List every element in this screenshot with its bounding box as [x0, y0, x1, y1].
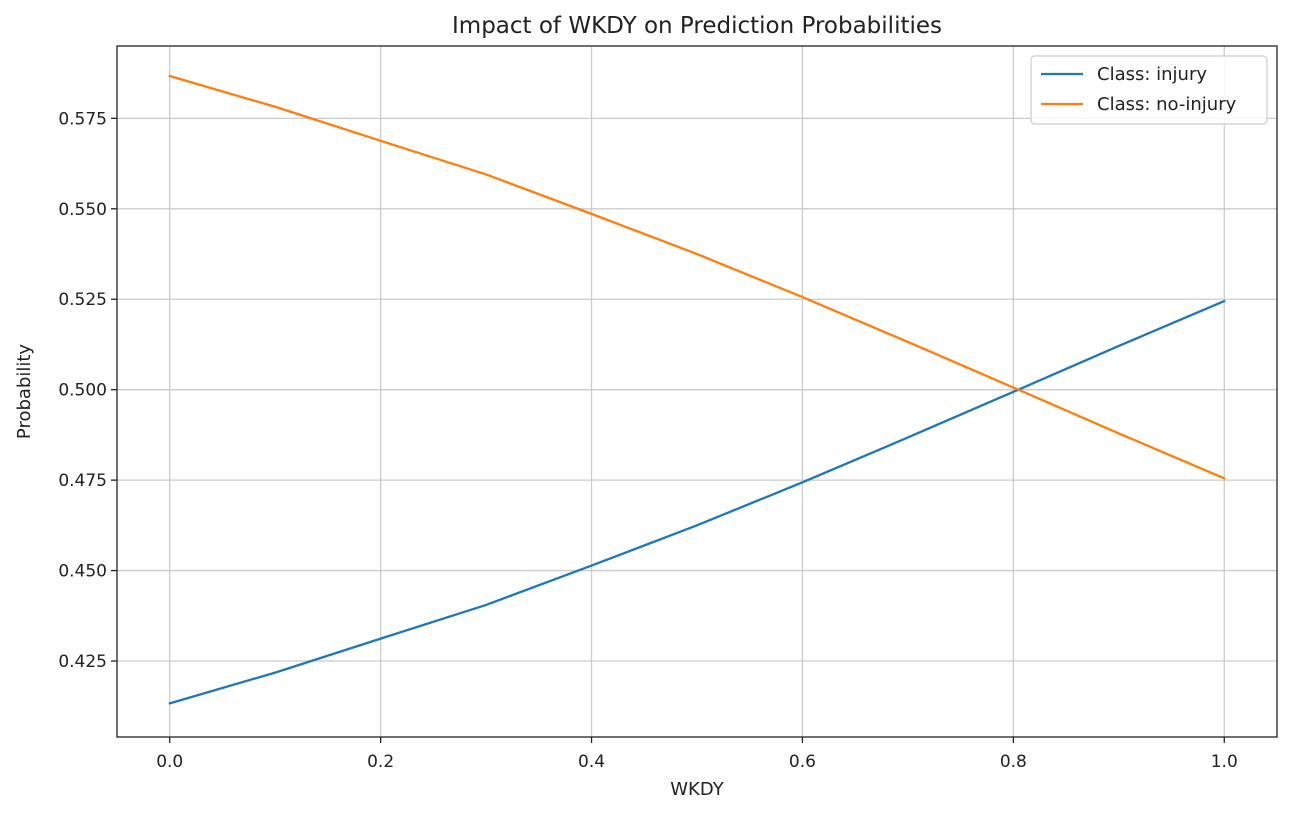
legend-box: [1030, 55, 1268, 125]
x-tick-label: 0.6: [789, 752, 816, 772]
y-tick-label: 0.425: [58, 652, 107, 672]
y-tick-label: 0.525: [58, 290, 107, 310]
x-tick-label: 0.4: [578, 752, 605, 772]
legend-label: Class: injury: [1097, 64, 1207, 85]
y-tick-label: 0.575: [58, 109, 107, 129]
y-tick-label: 0.450: [58, 562, 107, 582]
y-axis-title: Probability: [14, 344, 35, 439]
grid-layer: [117, 46, 1277, 737]
series-line-injury: [168, 299, 1226, 705]
plot-frame: [116, 45, 1278, 738]
series-line-no-injury: [168, 74, 1226, 480]
series-layer: [168, 74, 1226, 705]
y-tick-label: 0.500: [58, 381, 107, 401]
x-tick-label: 1.0: [1211, 752, 1238, 772]
x-axis-ticks: 0.0 0.2 0.4 0.6 0.8 1.0: [156, 737, 1238, 772]
x-axis-title: WKDY: [670, 779, 724, 800]
y-tick-label: 0.550: [58, 200, 107, 220]
x-tick-label: 0.2: [367, 752, 394, 772]
legend: Class: injury Class: no-injury: [1030, 55, 1268, 125]
legend-label: Class: no-injury: [1097, 94, 1237, 115]
chart-title: Impact of WKDY on Prediction Probabiliti…: [452, 13, 942, 39]
y-axis-ticks: 0.425 0.450 0.475 0.500 0.525 0.550 0.575: [58, 109, 117, 672]
x-tick-label: 0.0: [156, 752, 183, 772]
y-tick-label: 0.475: [58, 471, 107, 491]
x-tick-label: 0.8: [1000, 752, 1027, 772]
